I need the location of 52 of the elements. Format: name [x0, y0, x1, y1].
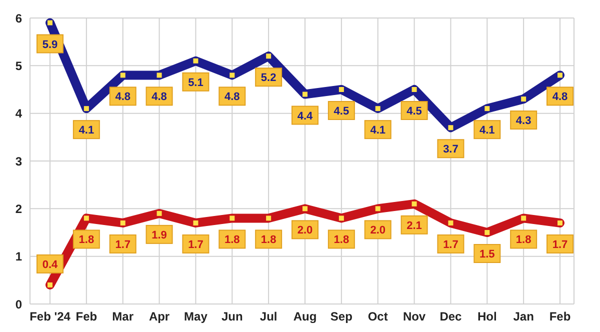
y-tick-label: 4: [15, 106, 22, 121]
data-label: 1.8: [334, 234, 350, 246]
data-label: 5.9: [42, 38, 58, 51]
data-label: 1.8: [260, 234, 276, 246]
y-tick-label: 5: [15, 58, 22, 73]
data-label: 4.1: [370, 124, 386, 137]
data-label: 4.5: [334, 106, 350, 118]
data-label: 4.4: [297, 110, 314, 122]
data-label: 1.8: [78, 234, 94, 246]
y-tick-label: 1: [15, 250, 22, 264]
x-tick-label: Jun: [221, 310, 243, 324]
data-label: 5.1: [188, 76, 204, 89]
x-tick-label: Feb: [76, 310, 98, 324]
data-label: 4.1: [78, 124, 94, 137]
data-label: 2.1: [406, 220, 422, 232]
data-label: 4.8: [152, 91, 167, 104]
data-label: 4.3: [516, 115, 532, 128]
x-tick-label: Aug: [293, 310, 317, 324]
data-label: 1.7: [188, 238, 204, 251]
x-tick-label: Feb '24: [30, 310, 71, 324]
y-tick-label: 2: [15, 202, 22, 216]
data-label: 2.0: [370, 224, 386, 237]
x-tick-label: Mar: [112, 310, 134, 324]
data-label: 4.8: [224, 91, 240, 104]
x-tick-label: Oct: [368, 310, 388, 324]
data-label: 1.9: [152, 229, 167, 242]
data-label: 2.0: [297, 224, 313, 237]
y-tick-label: 6: [15, 11, 22, 26]
data-label: 1.7: [115, 238, 131, 251]
data-label: 1.7: [552, 238, 568, 251]
data-label: 1.8: [224, 234, 240, 246]
x-tick-label: Feb: [549, 310, 571, 324]
data-label: 1.8: [516, 234, 532, 246]
x-tick-label: May: [184, 310, 208, 324]
y-tick-label: 0: [15, 297, 22, 312]
y-tick-label: 3: [15, 154, 22, 168]
data-label: 3.7: [443, 144, 458, 156]
data-label: 1.5: [479, 248, 495, 260]
data-label: 4.8: [552, 91, 568, 104]
data-label: 4.1: [479, 124, 495, 137]
x-tick-label: Apr: [148, 310, 170, 324]
x-tick-label: Hol: [477, 310, 497, 324]
data-label: 1.7: [443, 238, 458, 251]
x-tick-label: Jul: [260, 310, 278, 324]
x-tick-label: Sep: [330, 310, 352, 324]
x-tick-label: Dec: [440, 310, 462, 324]
data-label: 4.5: [406, 106, 422, 118]
data-label: 0.4: [42, 258, 59, 271]
x-tick-label: Nov: [402, 310, 426, 324]
x-tick-label: Jan: [513, 310, 534, 324]
data-label: 5.2: [260, 72, 276, 84]
data-label: 4.8: [115, 91, 131, 104]
